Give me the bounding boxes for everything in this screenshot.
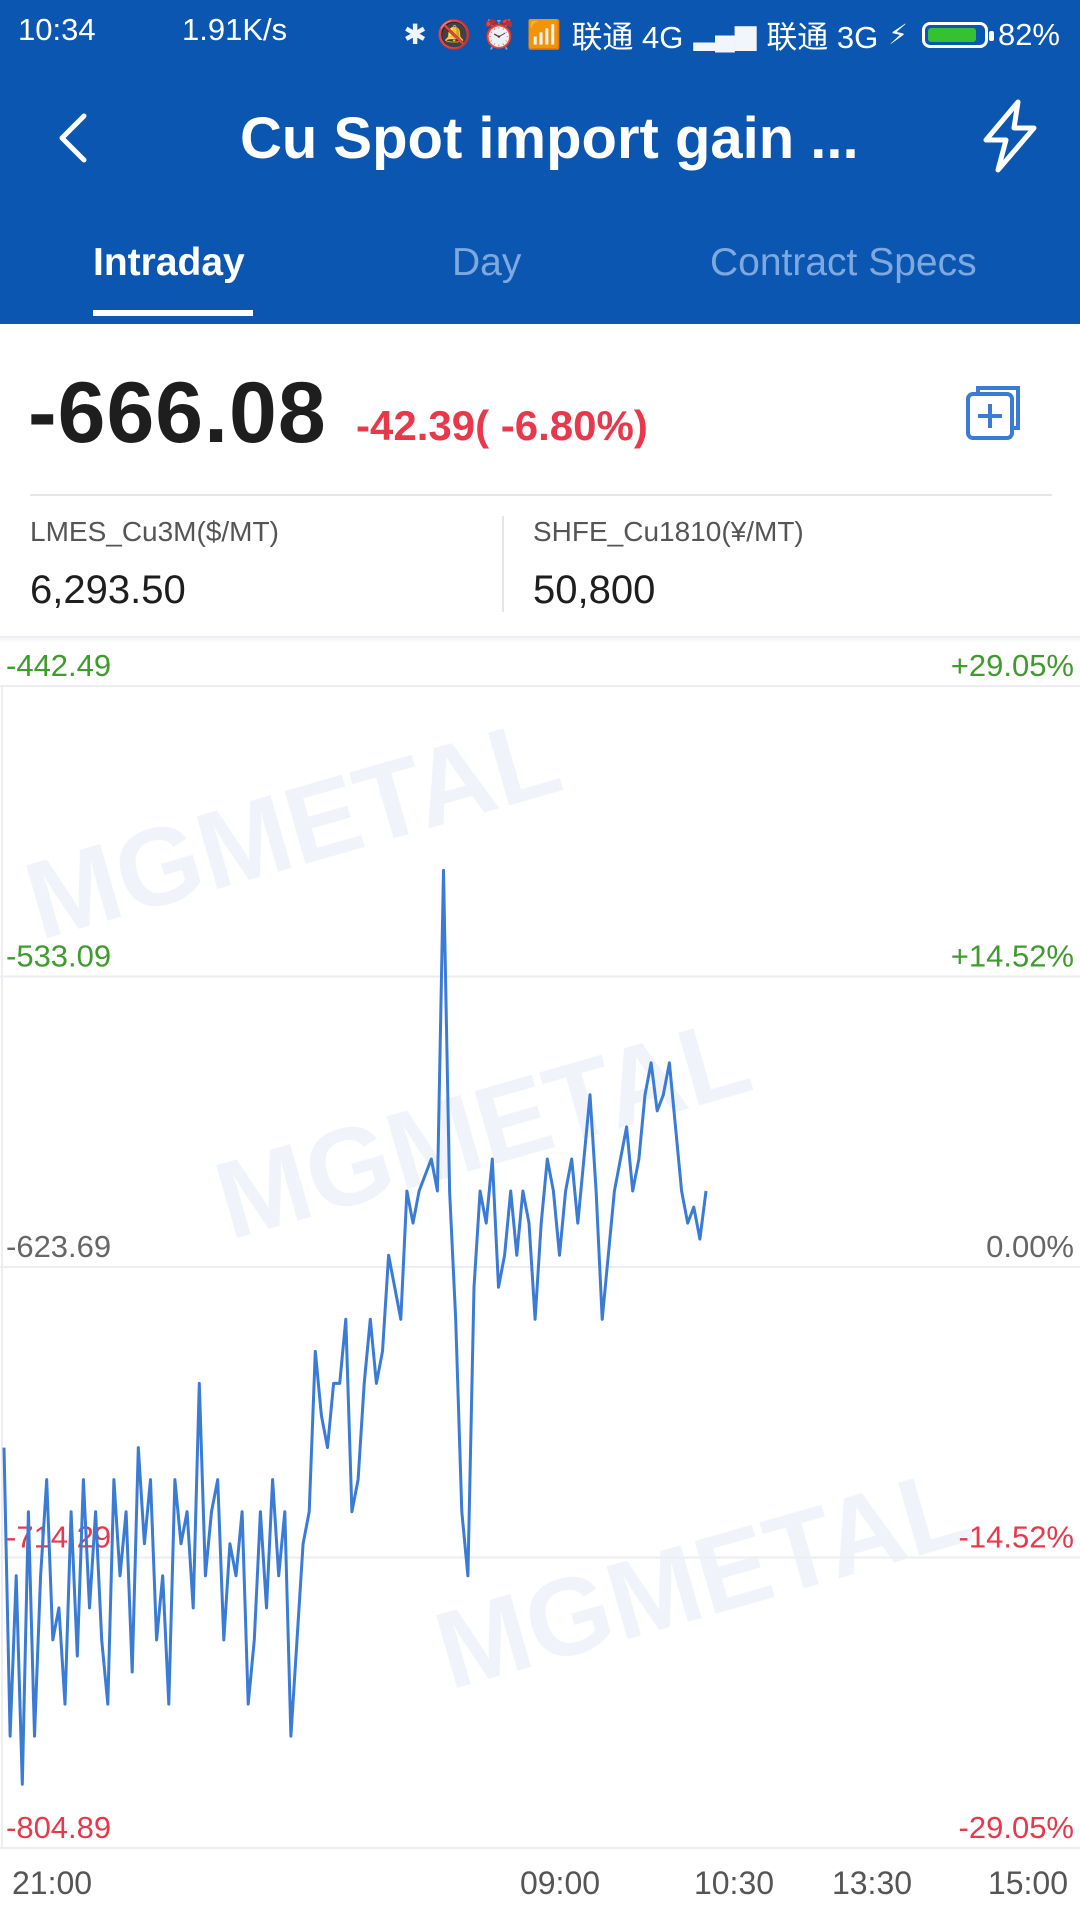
related-quotes: LMES_Cu3M($/MT) 6,293.50 SHFE_Cu1810(¥/M… [0, 496, 1080, 638]
flash-icon[interactable] [970, 96, 1050, 176]
price-change: -42.39( -6.80%) [356, 402, 648, 449]
back-arrow-icon[interactable] [46, 108, 106, 168]
add-to-watchlist-icon[interactable] [964, 384, 1022, 442]
y-right-tick-label: +14.52% [951, 939, 1074, 974]
shfe-label: SHFE_Cu1810(¥/MT) [533, 516, 804, 547]
carrier-2: 联通 3G [766, 20, 879, 55]
wifi-icon: 📶 [526, 19, 562, 50]
y-left-tick-label: -533.09 [6, 939, 111, 974]
alarm-icon: ⏰ [481, 19, 517, 50]
tab-bar: Intraday Day Contract Specs [0, 232, 1080, 324]
x-tick-label: 09:00 [520, 1865, 600, 1901]
summary-divider [30, 494, 1052, 496]
battery-percent: 82% [997, 16, 1060, 52]
x-tick-label: 21:00 [12, 1865, 92, 1901]
quotes-shadow [0, 636, 1080, 642]
y-left-tick-label: -804.89 [6, 1810, 111, 1845]
page-title: Cu Spot import gain ... [240, 106, 859, 171]
shfe-value: 50,800 [533, 568, 656, 612]
tab-contract-specs[interactable]: Contract Specs [710, 241, 977, 284]
status-right-group: ✱ 🔕 ⏰ 📶 联通 4G ▂▄▆ 联通 3G ⚡ 82% [403, 12, 1060, 57]
status-time: 10:34 [18, 12, 96, 47]
price-series-line [2, 868, 708, 1786]
intraday-chart-svg[interactable]: MGMETAL MGMETAL MGMETAL -442.49 +29.05% -533.… [0, 640, 1080, 1920]
quote-divider [502, 516, 504, 612]
active-tab-indicator [93, 310, 253, 316]
app-header: 10:34 1.91K/s ✱ 🔕 ⏰ 📶 联通 4G ▂▄▆ 联通 3G ⚡ … [0, 0, 1080, 324]
y-right-tick-label: +29.05% [951, 648, 1074, 683]
y-right-tick-label: -29.05% [959, 1810, 1074, 1845]
y-left-tick-label: -623.69 [6, 1229, 111, 1264]
lme-label: LMES_Cu3M($/MT) [30, 516, 279, 547]
watermark-text: MGMETAL [423, 1444, 984, 1713]
y-right-tick-label: 0.00% [986, 1229, 1074, 1264]
nav-bar: Cu Spot import gain ... [0, 88, 1080, 188]
lme-quote: LMES_Cu3M($/MT) 6,293.50 [30, 516, 279, 613]
tab-intraday[interactable]: Intraday [93, 241, 245, 284]
battery-icon [921, 21, 994, 48]
carrier-1: 联通 4G [571, 20, 684, 55]
watermark-text: MGMETAL [13, 694, 574, 963]
status-bar: 10:34 1.91K/s ✱ 🔕 ⏰ 📶 联通 4G ▂▄▆ 联通 3G ⚡ … [0, 0, 1080, 62]
bluetooth-icon: ✱ [403, 19, 427, 50]
signal-icon: ▂▄▆ [693, 19, 757, 50]
charging-icon: ⚡ [888, 19, 908, 50]
y-right-tick-label: -14.52% [959, 1520, 1074, 1555]
intraday-chart[interactable]: MGMETAL MGMETAL MGMETAL -442.49 +29.05% -533.… [0, 640, 1080, 1920]
x-tick-label: 15:00 [988, 1865, 1068, 1901]
shfe-quote: SHFE_Cu1810(¥/MT) 50,800 [533, 516, 804, 613]
price-summary: -666.08 -42.39( -6.80%) [0, 324, 1080, 494]
watermark-text: MGMETAL [203, 994, 764, 1263]
y-left-tick-label: -442.49 [6, 648, 111, 683]
status-net-speed: 1.91K/s [182, 12, 288, 47]
x-tick-label: 13:30 [832, 1865, 912, 1901]
tab-day[interactable]: Day [452, 241, 522, 284]
current-price: -666.08 [28, 365, 327, 461]
lme-value: 6,293.50 [30, 568, 186, 612]
x-tick-label: 10:30 [694, 1865, 774, 1901]
mute-icon: 🔕 [436, 19, 472, 50]
